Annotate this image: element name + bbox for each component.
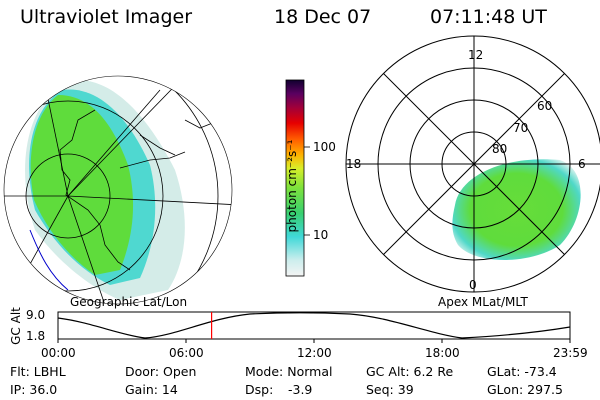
gc-altitude-status: GC Alt: 6.2 Re — [366, 364, 454, 379]
mlt-label-0: 0 — [469, 278, 477, 292]
geographic-caption: Geographic Lat/Lon — [70, 295, 188, 309]
geo-longitude-status: GLon: 297.5 — [487, 382, 563, 397]
timeline-ymin: 1.8 — [26, 329, 46, 343]
lat-label-80: 80 — [492, 142, 508, 156]
timeline-tick-1800: 18:00 — [425, 346, 460, 360]
date-label: 18 Dec 07 — [274, 6, 372, 28]
aurora-oval — [452, 159, 581, 260]
lat-circle-middle — [4, 100, 164, 292]
altitude-curve — [57, 312, 571, 339]
geographic-map — [4, 76, 232, 304]
lat-label-70: 70 — [513, 121, 529, 135]
dsp-label: Dsp: — [245, 382, 274, 397]
ip-status: IP: 36.0 — [10, 382, 58, 397]
timeline-tick-2359: 23:59 — [553, 346, 588, 360]
mlt-label-6: 6 — [578, 157, 586, 171]
meridian — [67, 89, 161, 197]
time-label: 07:11:48 UT — [430, 6, 547, 28]
mlt-label-12: 12 — [468, 48, 484, 62]
lat-label-60: 60 — [537, 99, 553, 113]
door-status: Door: Open — [125, 364, 197, 379]
colorbar-unit-label: photon cm⁻²s⁻¹ — [285, 139, 299, 233]
timeline-tick-0600: 06:00 — [169, 346, 204, 360]
filter-status: Flt: LBHL — [10, 364, 66, 379]
mlt-label-18: 18 — [346, 157, 362, 171]
timeline-tick-0000: 00:00 — [41, 346, 76, 360]
colorbar-label-10: 10 — [313, 228, 329, 242]
coastline-islands — [224, 97, 232, 131]
mode-status: Mode: Normal — [245, 364, 333, 379]
instrument-title: Ultraviolet Imager — [20, 6, 193, 28]
geo-latitude-status: GLat: -73.4 — [487, 364, 557, 379]
coastline — [59, 109, 232, 271]
timeline-ylabel: GC Alt — [9, 307, 23, 345]
dsp-value: -3.9 — [288, 382, 313, 397]
magnetic-caption: Apex MLat/MLT — [438, 295, 528, 309]
sequence-status: Seq: 39 — [366, 382, 414, 397]
colorbar — [285, 79, 305, 277]
timeline-ymax: 9.0 — [26, 308, 46, 322]
left-map-border — [3, 75, 233, 305]
meridian — [67, 195, 232, 206]
colorbar-label-100: 100 — [313, 140, 336, 154]
terminator-line — [29, 229, 69, 291]
magnetic-polar-plot — [345, 35, 600, 293]
gain-status: Gain: 14 — [125, 382, 178, 397]
timeline-frame — [57, 311, 571, 340]
meridian — [67, 195, 111, 304]
timeline-tick-1200: 12:00 — [297, 346, 332, 360]
lat-circle-outer — [4, 76, 219, 304]
